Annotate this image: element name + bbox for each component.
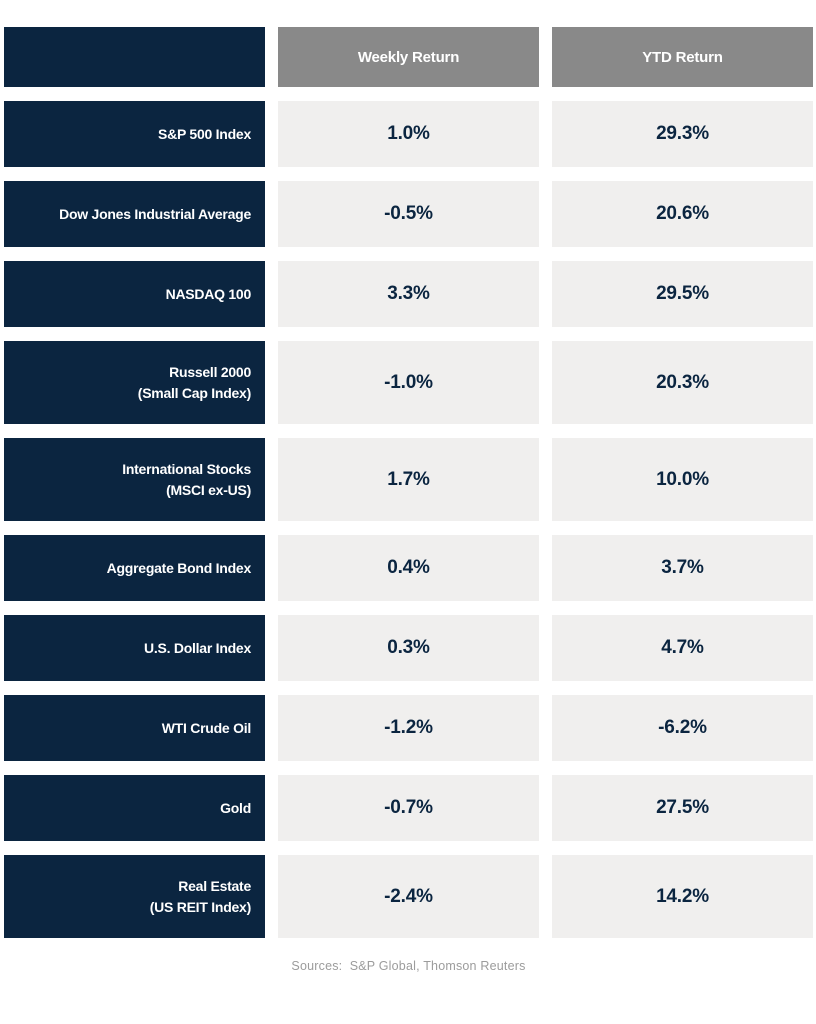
ytd-return-value: 10.0% — [552, 438, 813, 521]
weekly-return-value: 3.3% — [278, 261, 539, 327]
ytd-return-value: 3.7% — [552, 535, 813, 601]
source-note: Sources: S&P Global, Thomson Reuters — [291, 959, 526, 973]
row-label: NASDAQ 100 — [4, 261, 265, 327]
returns-grid: Weekly Return YTD Return S&P 500 Index 1… — [4, 27, 813, 938]
column-header-ytd: YTD Return — [552, 27, 813, 87]
ytd-return-value: 20.3% — [552, 341, 813, 424]
weekly-return-value: 0.3% — [278, 615, 539, 681]
market-returns-table: Weekly Return YTD Return S&P 500 Index 1… — [4, 27, 813, 973]
column-header-weekly: Weekly Return — [278, 27, 539, 87]
row-label: Aggregate Bond Index — [4, 535, 265, 601]
row-label: Gold — [4, 775, 265, 841]
ytd-return-value: -6.2% — [552, 695, 813, 761]
ytd-return-value: 27.5% — [552, 775, 813, 841]
ytd-return-value: 29.5% — [552, 261, 813, 327]
row-label: S&P 500 Index — [4, 101, 265, 167]
ytd-return-value: 20.6% — [552, 181, 813, 247]
row-label: U.S. Dollar Index — [4, 615, 265, 681]
row-label: International Stocks (MSCI ex-US) — [4, 438, 265, 521]
weekly-return-value: 0.4% — [278, 535, 539, 601]
row-label: Russell 2000 (Small Cap Index) — [4, 341, 265, 424]
weekly-return-value: -1.0% — [278, 341, 539, 424]
weekly-return-value: 1.7% — [278, 438, 539, 521]
weekly-return-value: -2.4% — [278, 855, 539, 938]
weekly-return-value: -1.2% — [278, 695, 539, 761]
weekly-return-value: -0.7% — [278, 775, 539, 841]
row-label: Dow Jones Industrial Average — [4, 181, 265, 247]
corner-cell — [4, 27, 265, 87]
ytd-return-value: 14.2% — [552, 855, 813, 938]
weekly-return-value: -0.5% — [278, 181, 539, 247]
ytd-return-value: 4.7% — [552, 615, 813, 681]
ytd-return-value: 29.3% — [552, 101, 813, 167]
row-label: WTI Crude Oil — [4, 695, 265, 761]
row-label: Real Estate (US REIT Index) — [4, 855, 265, 938]
weekly-return-value: 1.0% — [278, 101, 539, 167]
